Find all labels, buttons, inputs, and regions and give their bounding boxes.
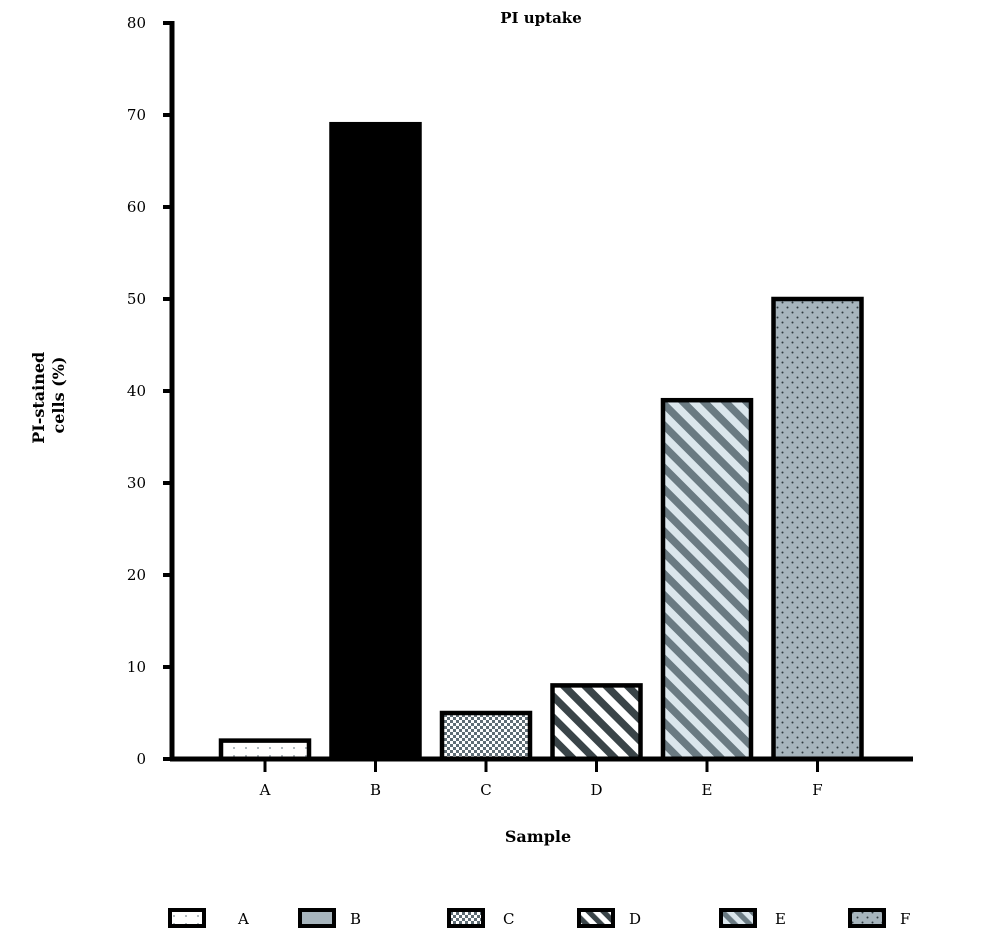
bar-b: [329, 121, 422, 762]
y-axis-title: PI-stained cells (%): [29, 346, 68, 444]
bar-a: [218, 738, 312, 762]
y-tick-label: 20: [127, 566, 146, 584]
legend-label: E: [775, 910, 786, 928]
x-axis-title: Sample: [505, 827, 571, 846]
y-tick-label: 0: [136, 750, 146, 768]
legend-swatch: [719, 908, 757, 928]
x-axis-ticks: A B C D E F: [259, 759, 823, 799]
legend-item-d: D: [577, 908, 641, 928]
legend-item-a: A: [168, 908, 249, 928]
legend-label: B: [350, 910, 361, 928]
y-tick-label: 70: [127, 106, 146, 124]
x-tick-label-b: B: [370, 781, 381, 799]
legend-item-f: F: [848, 908, 910, 928]
legend-item-c: C: [447, 908, 514, 928]
legend-item-b: B: [298, 908, 361, 928]
legend-swatch: [298, 908, 336, 928]
x-tick-label-a: A: [259, 781, 271, 799]
x-tick-label-e: E: [702, 781, 713, 799]
y-axis-title-line-2: cells (%): [49, 357, 68, 434]
legend-item-e: E: [719, 908, 786, 928]
bars: [218, 121, 864, 762]
y-tick-label: 50: [127, 290, 146, 308]
bar-c: [439, 710, 533, 762]
bar-f: [771, 296, 864, 762]
legend-swatch: [848, 908, 886, 928]
y-axis-title-line-1: PI-stained: [29, 352, 48, 444]
legend-swatch: [447, 908, 485, 928]
y-tick-label: 40: [127, 382, 146, 400]
legend-label: F: [900, 910, 910, 928]
legend-swatch: [577, 908, 615, 928]
y-tick-label: 30: [127, 474, 146, 492]
y-axis-ticks: 0 10 20 30 40 50 60 70 80: [127, 14, 172, 768]
chart-title: PI uptake: [500, 9, 582, 27]
x-tick-label-c: C: [480, 781, 491, 799]
bar-e: [660, 397, 754, 762]
x-tick-label-d: D: [590, 781, 602, 799]
x-tick-label-f: F: [812, 781, 822, 799]
y-tick-label: 60: [127, 198, 146, 216]
bar-d: [550, 683, 643, 762]
legend-label: A: [237, 910, 249, 928]
legend-swatch: [168, 908, 206, 928]
legend: A B C D E F: [168, 908, 910, 928]
axes: [169, 21, 913, 762]
y-tick-label: 80: [127, 14, 146, 32]
legend-label: D: [629, 910, 641, 928]
y-tick-label: 10: [127, 658, 146, 676]
legend-label: C: [503, 910, 514, 928]
